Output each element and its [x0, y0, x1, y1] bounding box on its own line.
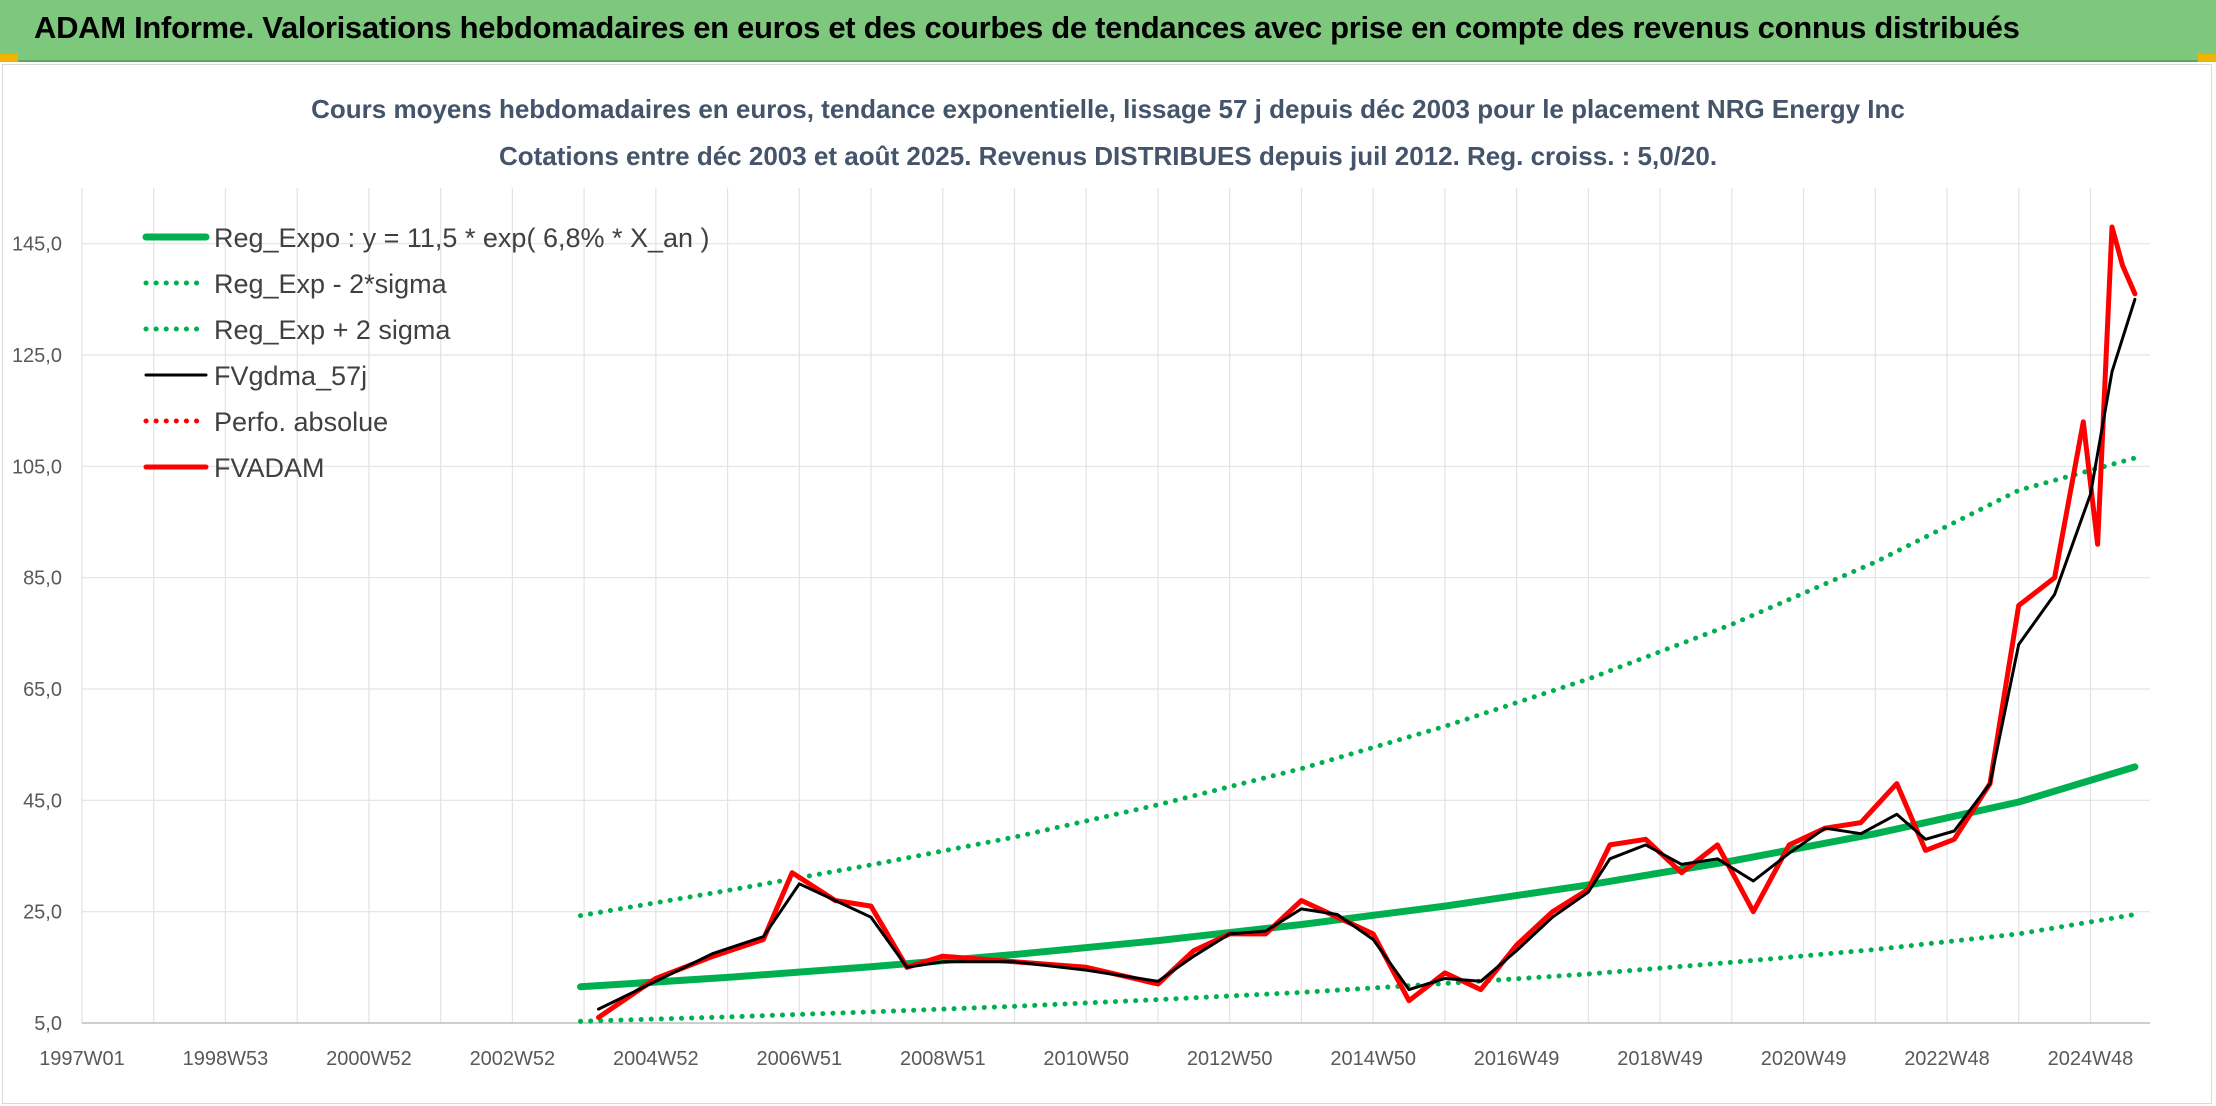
x-tick-label: 2020W49 [1761, 1048, 1847, 1070]
legend-label: Perfo. absolue [214, 407, 388, 437]
chart-subtitle: Cotations entre déc 2003 et août 2025. R… [499, 141, 1717, 171]
y-tick-label: 125,0 [12, 345, 62, 367]
x-tick-label: 2008W51 [900, 1048, 986, 1070]
legend-label: FVADAM [214, 453, 325, 483]
y-tick-label: 65,0 [23, 679, 62, 701]
x-tick-label: 2014W50 [1330, 1048, 1416, 1070]
legend-label: FVgdma_57j [214, 361, 367, 391]
chart-frame [2, 64, 2212, 1104]
x-tick-label: 2000W52 [326, 1048, 412, 1070]
y-tick-label: 45,0 [23, 790, 62, 812]
x-axis-ticks: 1997W01 1998W53 2000W52 2002W52 2004W52 2006W… [39, 1048, 2133, 1070]
y-tick-label: 105,0 [12, 456, 62, 478]
series-lines [577, 224, 2139, 1024]
series-line-3 [597, 297, 2137, 1011]
legend-label: Reg_Exp + 2 sigma [214, 315, 451, 345]
x-tick-label: 1997W01 [39, 1048, 125, 1070]
x-tick-label: 2004W52 [613, 1048, 699, 1070]
x-tick-label: 2022W48 [1904, 1048, 1990, 1070]
y-tick-label: 85,0 [23, 568, 62, 590]
x-tick-label: 2012W50 [1187, 1048, 1273, 1070]
x-tick-label: 2010W50 [1043, 1048, 1129, 1070]
x-tick-label: 2024W48 [2048, 1048, 2134, 1070]
header-banner: ADAM Informe. Valorisations hebdomadaire… [0, 0, 2216, 62]
y-tick-label: 145,0 [12, 234, 62, 256]
legend-label: Reg_Expo : y = 11,5 * exp( 6,8% * X_an ) [214, 223, 710, 253]
x-tick-label: 2006W51 [756, 1048, 842, 1070]
x-tick-label: 2016W49 [1474, 1048, 1560, 1070]
corner-marker-left [0, 54, 18, 62]
corner-marker-right [2198, 54, 2216, 62]
legend-label: Reg_Exp - 2*sigma [214, 269, 448, 299]
page-title: ADAM Informe. Valorisations hebdomadaire… [34, 10, 2020, 45]
y-tick-label: 25,0 [23, 902, 62, 924]
series-line-0 [577, 763, 2139, 991]
chart-title: Cours moyens hebdomadaires en euros, ten… [311, 94, 1905, 124]
x-tick-label: 1998W53 [183, 1048, 269, 1070]
grid [81, 188, 2150, 1024]
y-axis-ticks: 5,0 25,0 45,0 65,0 85,0 105,0 125,0 145,0 [12, 234, 62, 1035]
series-line-2 [578, 455, 2138, 919]
series-line-1 [578, 912, 2138, 1024]
x-tick-label: 2002W52 [470, 1048, 556, 1070]
x-tick-label: 2018W49 [1617, 1048, 1703, 1070]
legend: Reg_Expo : y = 11,5 * exp( 6,8% * X_an )… [142, 223, 710, 483]
y-tick-label: 5,0 [34, 1013, 62, 1035]
